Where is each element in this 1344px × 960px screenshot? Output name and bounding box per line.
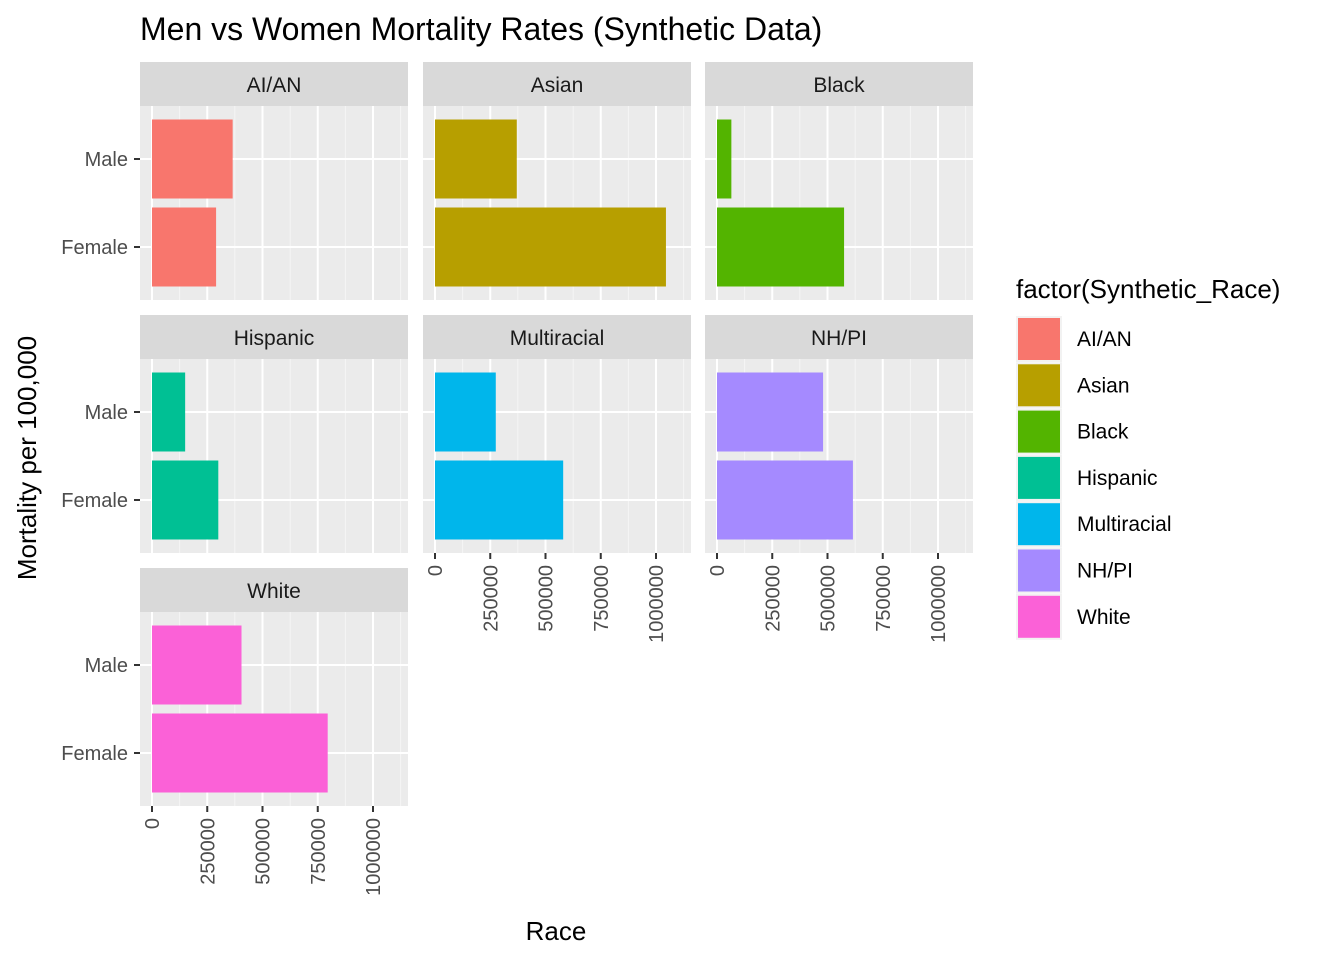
legend-swatch [1018,549,1060,592]
facet-strip [140,315,408,359]
legend-label: AI/AN [1077,328,1132,351]
x-tick-label: 1000000 [928,565,950,643]
bar-ai-an-male [152,119,233,199]
legend-item-nh-pi: NH/PI [1016,547,1133,594]
facet-strip-label: Multiracial [510,327,605,350]
bar-nh-pi-male [717,372,824,452]
x-tick-label: 250000 [762,565,784,632]
facet-panel-nh-pi: NH/PI 0 250000 500000 750000 1000000 [705,315,973,643]
legend-item-hispanic: Hispanic [1016,454,1158,501]
facet-strip [140,62,408,106]
facet-strip-label: Hispanic [234,327,315,350]
bar-nh-pi-female [717,460,853,540]
y-tick-label: Male [85,655,128,677]
bar-asian-male [435,119,517,199]
x-tick-label: 250000 [197,818,219,885]
facet-panels: AI/AN Male Female Asian Black Hispanic Male Fem… [61,62,973,896]
bar-white-male [152,625,242,705]
legend-swatch [1018,318,1060,360]
x-tick-label: 500000 [536,565,558,632]
x-tick-label: 750000 [591,565,613,632]
facet-strip [423,62,691,106]
x-axis-title: Race [526,916,587,946]
y-tick-label: Male [85,402,128,424]
legend-swatch [1018,410,1060,453]
legend-label: NH/PI [1077,560,1133,583]
legend-label: White [1077,606,1131,629]
facet-strip [140,568,408,612]
legend-label: Hispanic [1077,467,1158,490]
facet-panel-black: Black [705,62,973,300]
x-tick-label: 750000 [308,818,330,885]
bar-asian-female [435,207,666,287]
facet-strip-label: AI/AN [247,74,302,97]
legend-item-black: Black [1016,408,1129,455]
bar-black-male [717,119,732,199]
x-tick-label: 0 [707,565,729,576]
legend-item-asian: Asian [1016,362,1130,409]
bar-hispanic-male [152,372,186,452]
legend-swatch [1018,364,1060,407]
legend-label: Asian [1077,374,1130,397]
legend-title: factor(Synthetic_Race) [1016,274,1280,304]
legend-label: Multiracial [1077,513,1172,536]
bar-ai-an-female [152,207,217,287]
legend-item-multiracial: Multiracial [1016,501,1172,548]
facet-strip [705,315,973,359]
y-tick-label: Male [85,149,128,171]
x-tick-label: 0 [425,565,447,576]
x-tick-label: 1000000 [363,818,385,896]
facet-strip-label: NH/PI [811,327,867,350]
y-axis-title: Mortality per 100,000 [12,336,42,580]
legend-swatch [1018,503,1060,546]
x-tick-label: 750000 [873,565,895,632]
bar-multiracial-female [435,460,564,540]
facet-panel-white: White Male Female 0 250000 500000 750000 100000… [61,568,408,896]
x-tick-label: 500000 [253,818,275,885]
facet-panel-asian: Asian [423,62,691,300]
y-tick-label: Female [61,743,128,765]
x-tick-label: 1000000 [646,565,668,643]
facet-panel-hispanic: Hispanic Male Female [61,315,408,553]
bar-white-female [152,713,328,793]
x-tick-label: 500000 [818,565,840,632]
legend-item-ai-an: AI/AN [1016,316,1132,362]
bar-hispanic-female [152,460,219,540]
legend: factor(Synthetic_Race) AI/AN Asian Black Hi… [1016,274,1280,640]
facet-strip-label: Black [813,74,865,97]
facet-panel-ai-an: AI/AN Male Female [61,62,408,300]
bar-black-female [717,207,845,287]
legend-swatch [1018,595,1060,638]
legend-swatch [1018,456,1060,499]
y-tick-label: Female [61,237,128,259]
bar-multiracial-male [435,372,496,452]
facet-panel-multiracial: Multiracial 0 250000 500000 750000 1000000 [423,315,691,643]
chart-title: Men vs Women Mortality Rates (Synthetic … [140,11,822,47]
facet-strip [423,315,691,359]
x-tick-label: 0 [142,818,164,829]
x-tick-label: 250000 [480,565,502,632]
facet-strip-label: Asian [531,74,584,97]
y-tick-label: Female [61,490,128,512]
facet-strip [705,62,973,106]
legend-item-white: White [1016,593,1131,640]
legend-label: Black [1077,421,1129,444]
facet-strip-label: White [247,580,301,603]
